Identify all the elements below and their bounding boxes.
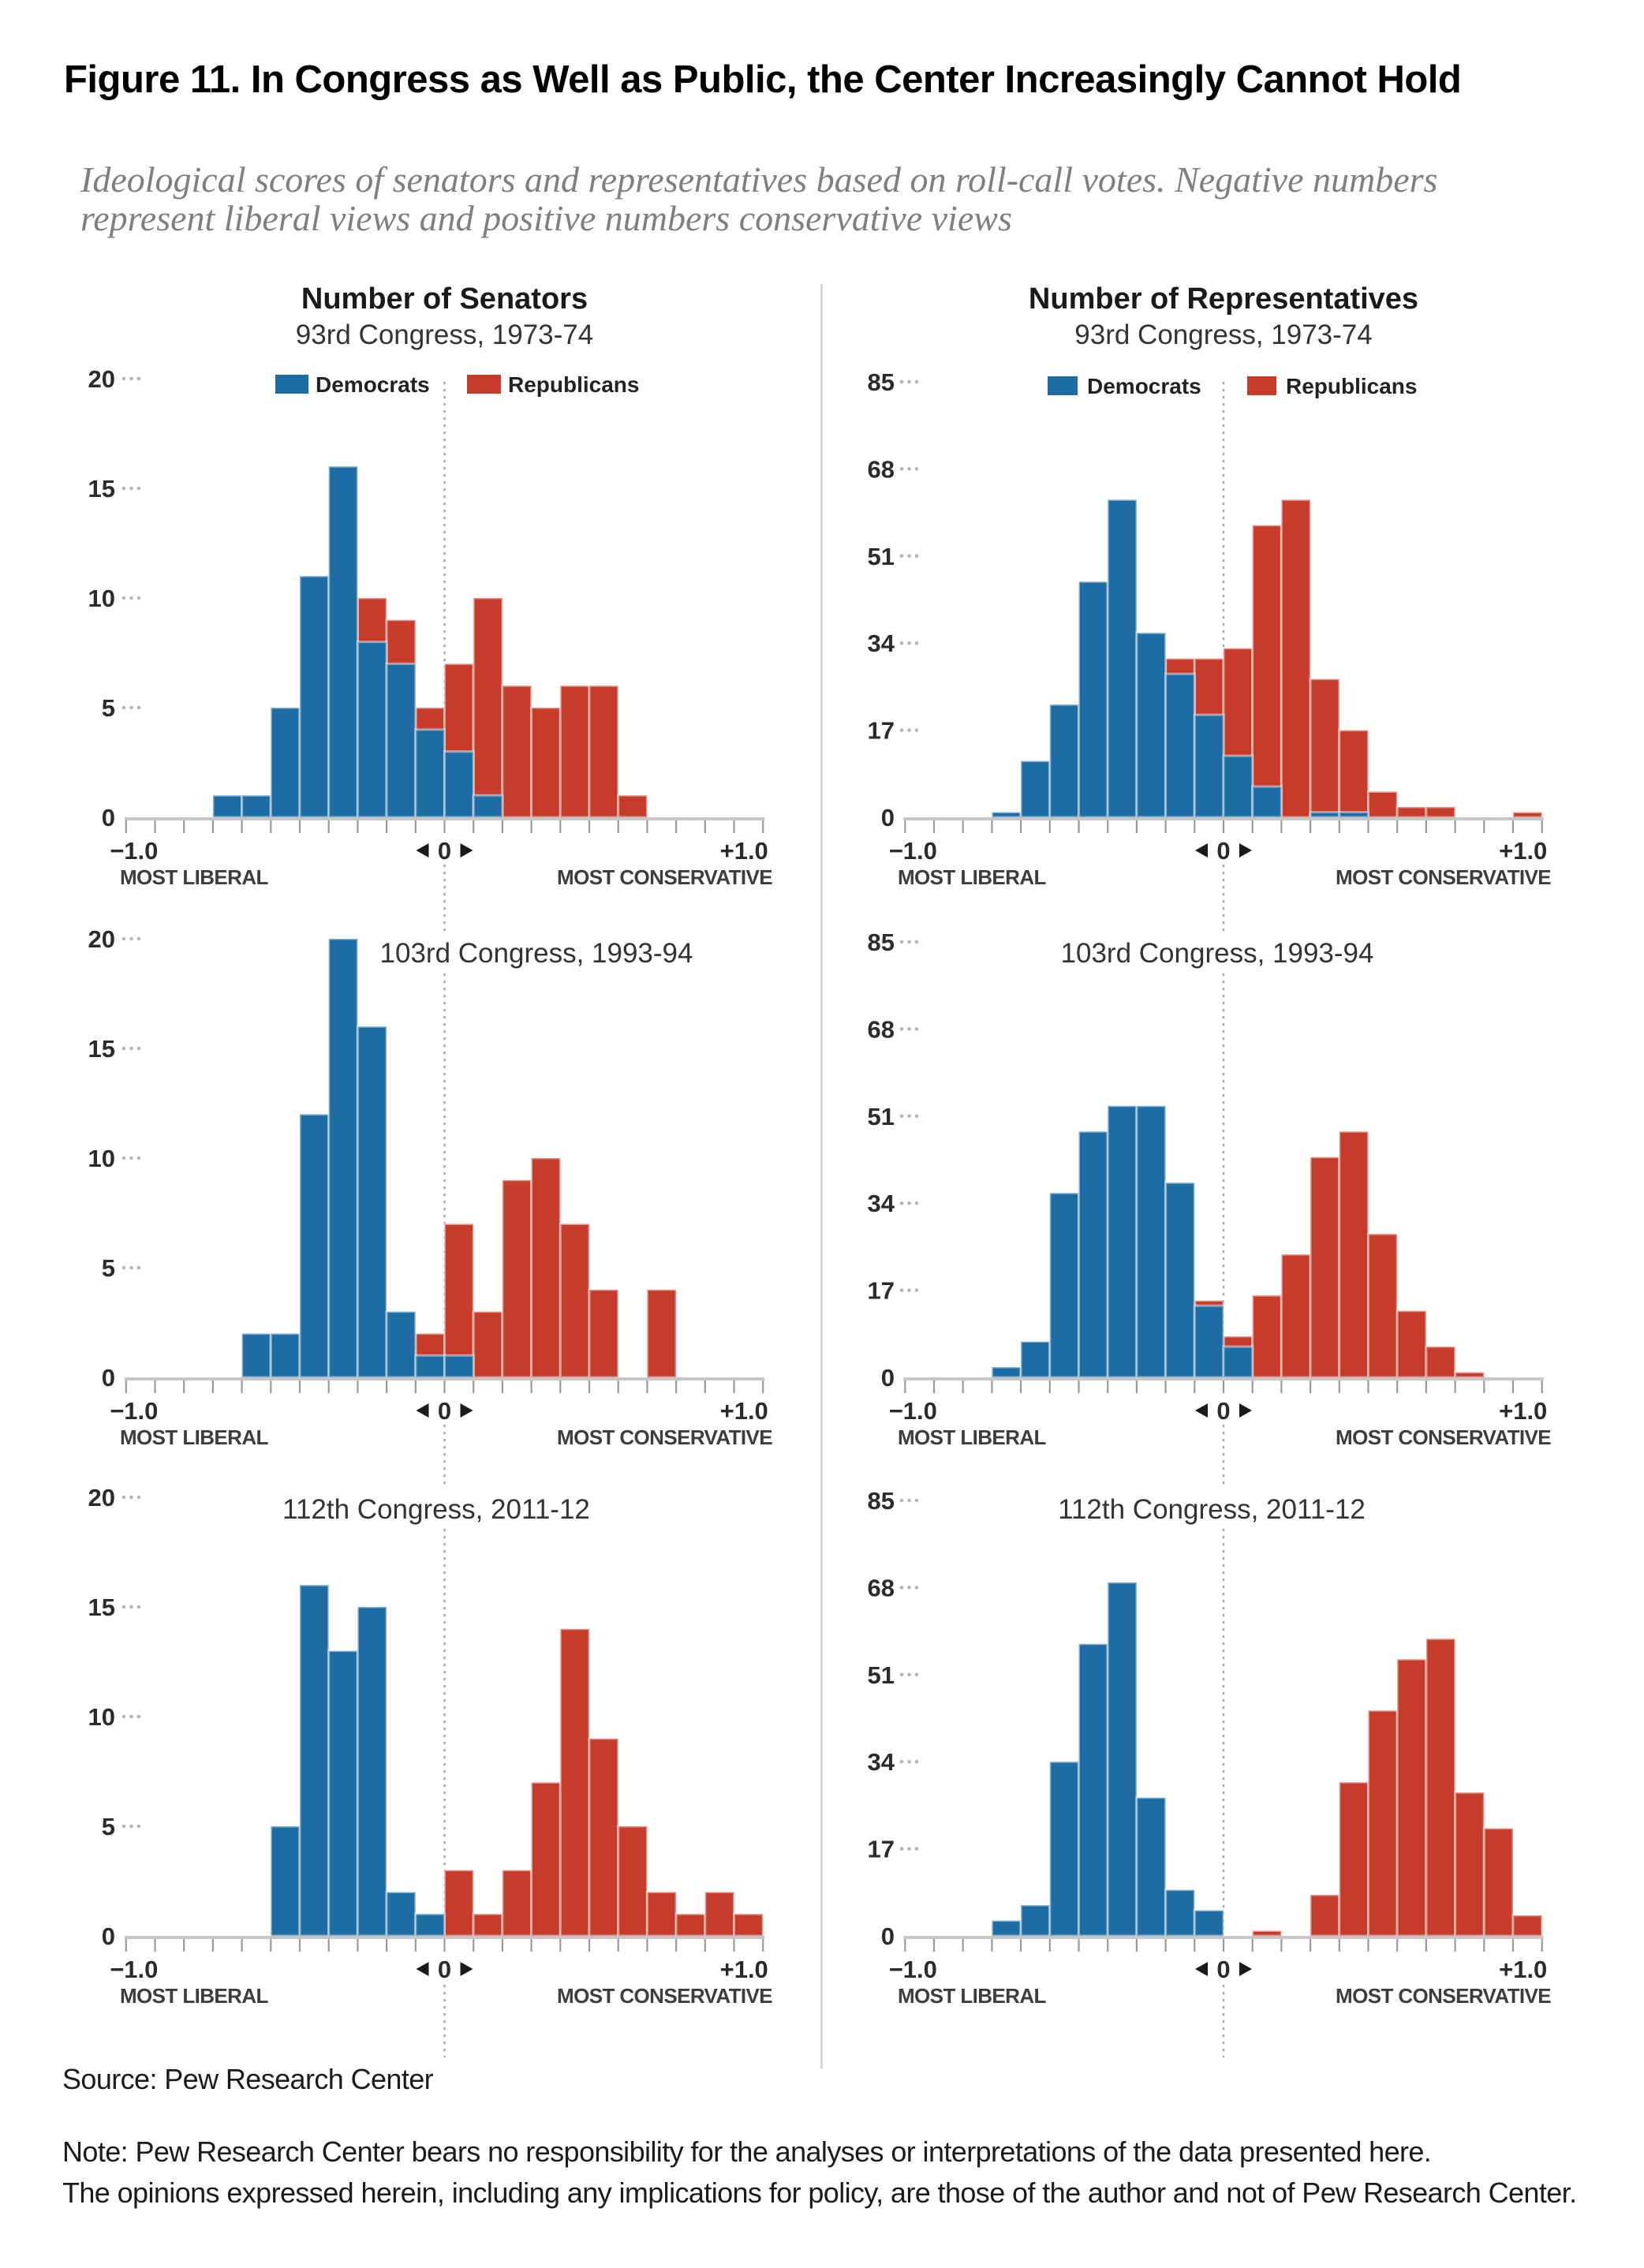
svg-text:+1.0: +1.0: [1499, 1956, 1547, 1983]
svg-text:10: 10: [88, 585, 115, 612]
svg-text:−1.0: −1.0: [889, 1956, 937, 1983]
svg-text:Number of Senators: Number of Senators: [301, 282, 588, 316]
svg-text:93rd Congress, 1973-74: 93rd Congress, 1973-74: [1074, 319, 1372, 350]
svg-text:MOST CONSERVATIVE: MOST CONSERVATIVE: [557, 1425, 772, 1449]
svg-text:15: 15: [88, 1594, 115, 1621]
svg-text:MOST LIBERAL: MOST LIBERAL: [898, 865, 1047, 889]
svg-text:10: 10: [88, 1703, 115, 1731]
svg-text:MOST LIBERAL: MOST LIBERAL: [120, 1425, 269, 1449]
svg-text:Republicans: Republicans: [1286, 374, 1417, 398]
svg-text:MOST CONSERVATIVE: MOST CONSERVATIVE: [1336, 1984, 1551, 2008]
svg-text:MOST CONSERVATIVE: MOST CONSERVATIVE: [1336, 1425, 1551, 1449]
svg-text:0: 0: [438, 837, 451, 865]
svg-text:0: 0: [881, 1364, 895, 1392]
svg-text:20: 20: [88, 925, 115, 953]
svg-text:68: 68: [868, 1574, 895, 1601]
svg-text:0: 0: [881, 804, 895, 831]
svg-text:51: 51: [868, 1661, 895, 1689]
svg-text:−1.0: −1.0: [889, 837, 937, 865]
svg-text:−1.0: −1.0: [110, 1397, 158, 1425]
svg-text:Democrats: Democrats: [316, 372, 430, 397]
svg-text:34: 34: [868, 1748, 895, 1776]
svg-text:20: 20: [88, 365, 115, 393]
svg-text:MOST CONSERVATIVE: MOST CONSERVATIVE: [557, 1984, 772, 2008]
svg-text:0: 0: [102, 804, 115, 831]
svg-text:112th Congress, 2011-12: 112th Congress, 2011-12: [1058, 1494, 1366, 1525]
svg-text:−1.0: −1.0: [110, 1956, 158, 1983]
svg-text:Democrats: Democrats: [1087, 374, 1201, 398]
svg-text:85: 85: [868, 1487, 895, 1515]
svg-text:51: 51: [868, 543, 895, 570]
svg-text:112th Congress, 2011-12: 112th Congress, 2011-12: [282, 1494, 590, 1525]
svg-text:5: 5: [102, 694, 115, 722]
svg-text:0: 0: [438, 1956, 451, 1983]
svg-text:51: 51: [868, 1103, 895, 1130]
svg-text:85: 85: [868, 928, 895, 956]
svg-text:Number of Representatives: Number of Representatives: [1029, 282, 1418, 316]
svg-text:17: 17: [868, 1836, 895, 1863]
svg-text:Republicans: Republicans: [508, 372, 639, 397]
svg-text:MOST LIBERAL: MOST LIBERAL: [898, 1984, 1047, 2008]
svg-text:34: 34: [868, 1190, 895, 1217]
svg-text:+1.0: +1.0: [720, 1956, 768, 1983]
svg-text:MOST LIBERAL: MOST LIBERAL: [120, 1984, 269, 2008]
svg-text:17: 17: [868, 717, 895, 745]
svg-text:+1.0: +1.0: [720, 1397, 768, 1425]
svg-text:0: 0: [102, 1364, 115, 1392]
svg-text:0: 0: [1216, 837, 1230, 865]
svg-text:103rd Congress, 1993-94: 103rd Congress, 1993-94: [1061, 938, 1374, 969]
svg-text:34: 34: [868, 630, 895, 657]
svg-text:+1.0: +1.0: [1499, 837, 1547, 865]
svg-text:−1.0: −1.0: [889, 1397, 937, 1425]
svg-text:−1.0: −1.0: [110, 837, 158, 865]
svg-text:0: 0: [1216, 1397, 1230, 1425]
svg-text:MOST LIBERAL: MOST LIBERAL: [898, 1425, 1047, 1449]
svg-text:+1.0: +1.0: [720, 837, 768, 865]
svg-text:68: 68: [868, 1015, 895, 1043]
svg-text:0: 0: [881, 1922, 895, 1950]
svg-text:15: 15: [88, 475, 115, 503]
svg-text:MOST CONSERVATIVE: MOST CONSERVATIVE: [557, 865, 772, 889]
svg-text:0: 0: [102, 1922, 115, 1950]
svg-text:93rd Congress, 1973-74: 93rd Congress, 1973-74: [296, 319, 593, 350]
svg-text:5: 5: [102, 1813, 115, 1840]
svg-text:85: 85: [868, 368, 895, 396]
svg-text:103rd Congress, 1993-94: 103rd Congress, 1993-94: [380, 938, 693, 969]
svg-text:MOST LIBERAL: MOST LIBERAL: [120, 865, 269, 889]
svg-text:MOST CONSERVATIVE: MOST CONSERVATIVE: [1336, 865, 1551, 889]
svg-text:17: 17: [868, 1277, 895, 1305]
svg-text:0: 0: [438, 1397, 451, 1425]
svg-text:20: 20: [88, 1484, 115, 1511]
svg-text:10: 10: [88, 1145, 115, 1172]
svg-text:0: 0: [1216, 1956, 1230, 1983]
svg-text:+1.0: +1.0: [1499, 1397, 1547, 1425]
svg-text:15: 15: [88, 1035, 115, 1063]
svg-text:68: 68: [868, 455, 895, 483]
svg-text:5: 5: [102, 1254, 115, 1282]
